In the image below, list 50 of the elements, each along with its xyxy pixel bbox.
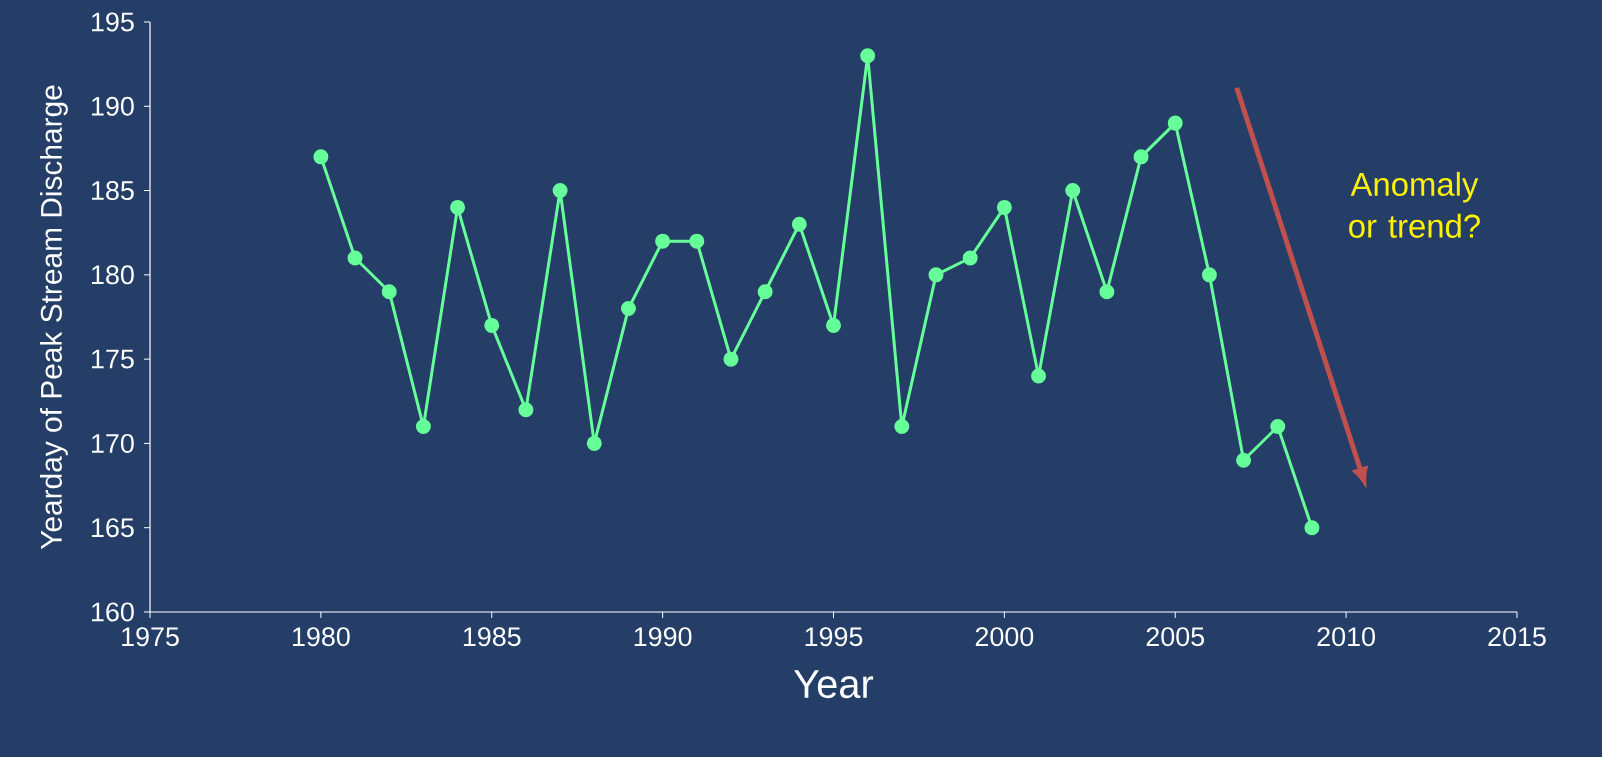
point bbox=[415, 419, 431, 435]
y-tick-label: 190 bbox=[92, 96, 134, 116]
point bbox=[1167, 115, 1183, 131]
point bbox=[347, 250, 363, 266]
x-tick-label: 2010 bbox=[1317, 627, 1375, 647]
point bbox=[723, 351, 739, 367]
y-tick-label: 165 bbox=[92, 518, 134, 538]
x-tick-label: 2005 bbox=[1146, 627, 1205, 647]
point bbox=[518, 402, 534, 418]
point bbox=[552, 183, 568, 199]
point bbox=[860, 48, 876, 64]
y-tick-label: 170 bbox=[92, 433, 134, 453]
point bbox=[620, 301, 636, 317]
point bbox=[757, 284, 773, 300]
point bbox=[1065, 183, 1081, 199]
x-tick-label: 1995 bbox=[805, 627, 863, 647]
x-tick-label: 1985 bbox=[463, 627, 521, 647]
point bbox=[313, 149, 329, 165]
point bbox=[450, 199, 466, 215]
point bbox=[1133, 149, 1149, 165]
point bbox=[791, 216, 807, 232]
point bbox=[1099, 284, 1115, 300]
point bbox=[689, 233, 705, 249]
y-tick-label: 175 bbox=[92, 349, 134, 369]
point bbox=[1304, 520, 1320, 536]
point bbox=[928, 267, 944, 283]
point bbox=[1236, 452, 1252, 468]
point bbox=[1201, 267, 1217, 283]
x-tick-label: 1980 bbox=[293, 627, 350, 647]
point bbox=[381, 284, 397, 300]
x-axis-title: Year bbox=[794, 670, 874, 699]
point bbox=[894, 419, 910, 435]
y-axis-title: Yearday of Peak Stream Discharge bbox=[39, 85, 68, 550]
x-tick-label: 1990 bbox=[634, 627, 692, 647]
y-tick-label: 195 bbox=[92, 12, 134, 32]
y-tick-label: 185 bbox=[92, 181, 134, 201]
point bbox=[1270, 419, 1286, 435]
point bbox=[655, 233, 671, 249]
x-tick-label: 2000 bbox=[975, 627, 1034, 647]
point bbox=[1031, 368, 1047, 384]
point bbox=[962, 250, 978, 266]
y-tick-label: 180 bbox=[92, 265, 134, 285]
y-tick-label: 160 bbox=[92, 602, 134, 622]
point bbox=[996, 199, 1012, 215]
x-tick-label: 2015 bbox=[1488, 627, 1546, 647]
point bbox=[484, 317, 500, 333]
annotation: Anomaly or trend? bbox=[1349, 171, 1480, 238]
x-tick-label: 1975 bbox=[122, 627, 179, 647]
point bbox=[826, 317, 841, 333]
point bbox=[586, 435, 602, 451]
